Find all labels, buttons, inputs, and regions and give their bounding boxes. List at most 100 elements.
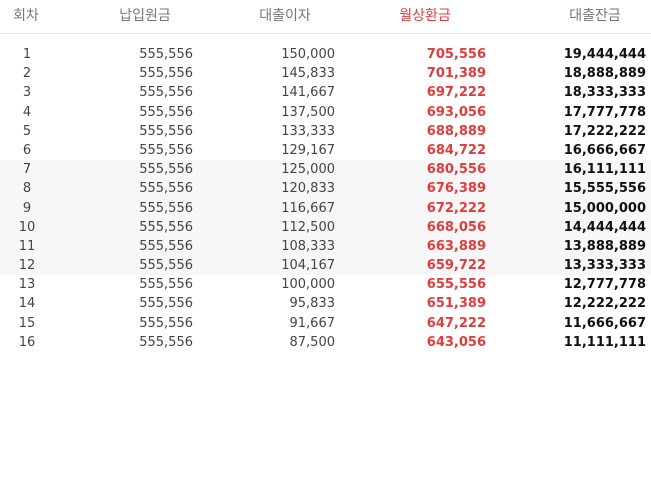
cell-balance: 18,888,889 [563, 66, 646, 82]
cell-balance: 11,111,111 [563, 334, 646, 350]
table-row: 8 555,556 120,833 676,389 15,555,556 [0, 179, 651, 199]
cell-round: 3 [22, 85, 32, 101]
table-row: 10 555,556 112,500 668,056 14,444,444 [0, 217, 651, 237]
cell-balance: 18,333,333 [563, 85, 646, 101]
table-row: 11 555,556 108,333 663,889 13,888,889 [0, 236, 651, 257]
cell-balance: 16,666,667 [563, 142, 646, 158]
table-row: 1 555,556 150,000 705,556 19,444,444 [0, 45, 651, 64]
cell-balance: 15,000,000 [563, 200, 646, 216]
cell-principal: 555,556 [139, 200, 193, 216]
table-row: 3 555,556 141,667 697,222 18,333,333 [0, 83, 651, 102]
cell-interest: 150,000 [281, 47, 335, 62]
header-payment: 월상환금 [399, 8, 451, 24]
cell-balance: 13,888,889 [563, 238, 646, 254]
cell-round: 4 [22, 104, 32, 120]
cell-payment: 672,222 [426, 200, 486, 216]
cell-interest: 120,833 [281, 181, 335, 197]
table-body: 1 555,556 150,000 705,556 19,444,444 2 555,556… [0, 34, 651, 352]
cell-round: 9 [22, 200, 32, 216]
header-balance: 대출잔금 [569, 8, 621, 24]
table-row: 2 555,556 145,833 701,389 18,888,889 [0, 64, 651, 83]
table-header: 회차 납입원금 대출이자 월상환금 대출잔금 [0, 0, 651, 34]
header-round: 회차 [13, 8, 39, 24]
cell-interest: 137,500 [281, 104, 335, 120]
cell-interest: 116,667 [281, 200, 335, 216]
cell-payment: 701,389 [426, 66, 486, 82]
cell-round: 10 [18, 219, 36, 235]
cell-interest: 112,500 [281, 219, 335, 235]
cell-payment: 693,056 [426, 104, 486, 120]
cell-payment: 643,056 [426, 334, 486, 350]
cell-round: 8 [22, 181, 32, 197]
cell-interest: 141,667 [281, 85, 335, 101]
cell-principal: 555,556 [139, 277, 193, 293]
cell-principal: 555,556 [139, 258, 193, 274]
cell-interest: 125,000 [281, 162, 335, 178]
cell-principal: 555,556 [139, 334, 193, 350]
cell-balance: 12,777,778 [563, 277, 646, 293]
cell-interest: 87,500 [289, 334, 336, 350]
cell-round: 1 [22, 47, 32, 62]
cell-payment: 684,722 [426, 142, 486, 158]
cell-round: 15 [18, 315, 36, 331]
cell-principal: 555,556 [139, 85, 193, 101]
cell-payment: 668,056 [426, 219, 486, 235]
header-principal: 납입원금 [119, 8, 171, 24]
cell-balance: 11,666,667 [563, 315, 646, 331]
table-row: 15 555,556 91,667 647,222 11,666,667 [0, 314, 651, 333]
cell-balance: 19,444,444 [563, 47, 646, 62]
cell-interest: 133,333 [281, 123, 335, 139]
cell-round: 6 [22, 142, 32, 158]
cell-principal: 555,556 [139, 47, 193, 62]
cell-round: 2 [22, 66, 32, 82]
cell-principal: 555,556 [139, 142, 193, 158]
cell-interest: 108,333 [281, 238, 335, 254]
table-row: 9 555,556 116,667 672,222 15,000,000 [0, 198, 651, 218]
cell-payment: 705,556 [426, 47, 486, 62]
cell-interest: 95,833 [289, 296, 336, 312]
cell-balance: 17,777,778 [563, 104, 646, 120]
repayment-schedule-table: 회차 납입원금 대출이자 월상환금 대출잔금 1 555,556 150,000 70… [0, 0, 651, 352]
table-row: 14 555,556 95,833 651,389 12,222,222 [0, 294, 651, 313]
cell-payment: 680,556 [426, 162, 486, 178]
cell-payment: 655,556 [426, 277, 486, 293]
cell-round: 11 [18, 238, 36, 254]
cell-round: 14 [18, 296, 36, 312]
cell-payment: 697,222 [426, 85, 486, 101]
cell-interest: 145,833 [281, 66, 335, 82]
cell-principal: 555,556 [139, 162, 193, 178]
cell-round: 12 [18, 258, 36, 274]
cell-round: 5 [22, 123, 32, 139]
cell-principal: 555,556 [139, 104, 193, 120]
table-row: 5 555,556 133,333 688,889 17,222,222 [0, 122, 651, 141]
cell-interest: 100,000 [281, 277, 335, 293]
table-row: 13 555,556 100,000 655,556 12,777,778 [0, 275, 651, 294]
cell-payment: 651,389 [426, 296, 486, 312]
cell-balance: 13,333,333 [563, 258, 646, 274]
cell-balance: 15,555,556 [563, 181, 646, 197]
cell-round: 13 [18, 277, 36, 293]
cell-principal: 555,556 [139, 315, 193, 331]
cell-payment: 688,889 [426, 123, 486, 139]
cell-interest: 91,667 [289, 315, 336, 331]
cell-principal: 555,556 [139, 66, 193, 82]
table-row: 16 555,556 87,500 643,056 11,111,111 [0, 333, 651, 352]
cell-balance: 17,222,222 [563, 123, 646, 139]
cell-round: 7 [22, 162, 32, 178]
cell-interest: 104,167 [281, 258, 335, 274]
cell-payment: 647,222 [426, 315, 486, 331]
cell-payment: 676,389 [426, 181, 486, 197]
cell-principal: 555,556 [139, 238, 193, 254]
table-row: 4 555,556 137,500 693,056 17,777,778 [0, 103, 651, 122]
cell-principal: 555,556 [139, 296, 193, 312]
cell-balance: 12,222,222 [563, 296, 646, 312]
cell-principal: 555,556 [139, 181, 193, 197]
cell-balance: 16,111,111 [563, 162, 646, 178]
header-interest: 대출이자 [259, 8, 311, 24]
cell-payment: 663,889 [426, 238, 486, 254]
cell-principal: 555,556 [139, 219, 193, 235]
cell-payment: 659,722 [426, 258, 486, 274]
table-row: 7 555,556 125,000 680,556 16,111,111 [0, 160, 651, 180]
cell-balance: 14,444,444 [563, 219, 646, 235]
table-row: 12 555,556 104,167 659,722 13,333,333 [0, 256, 651, 276]
